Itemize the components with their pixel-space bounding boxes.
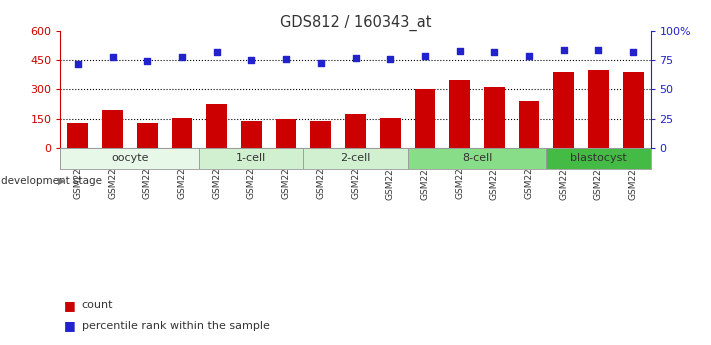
Point: [72, 61, 83, 67]
Point: [385, 56, 396, 62]
Point: [315, 60, 326, 65]
Point: [523, 53, 535, 58]
Bar: [206, 104, 227, 148]
Bar: [623, 72, 643, 148]
Text: ■: ■: [64, 319, 76, 333]
Text: 2-cell: 2-cell: [341, 154, 370, 164]
Text: oocyte: oocyte: [111, 154, 149, 164]
Bar: [449, 80, 470, 148]
Bar: [553, 72, 574, 148]
Point: [628, 49, 639, 55]
Point: [280, 56, 292, 62]
Point: [176, 54, 188, 59]
Bar: [407, 148, 547, 169]
Title: GDS812 / 160343_at: GDS812 / 160343_at: [279, 15, 432, 31]
Bar: [518, 101, 540, 148]
Text: 8-cell: 8-cell: [462, 154, 492, 164]
Bar: [68, 122, 88, 148]
Text: ■: ■: [64, 299, 76, 312]
Text: percentile rank within the sample: percentile rank within the sample: [82, 321, 269, 331]
Bar: [588, 70, 609, 148]
Point: [454, 48, 465, 54]
Point: [558, 47, 570, 52]
Point: [141, 59, 153, 64]
Bar: [311, 120, 331, 148]
Point: [107, 54, 118, 59]
Point: [488, 49, 500, 55]
Point: [246, 58, 257, 63]
Bar: [241, 120, 262, 148]
Bar: [484, 88, 505, 148]
Bar: [60, 148, 199, 169]
Point: [593, 47, 604, 52]
Bar: [304, 148, 407, 169]
Point: [419, 53, 431, 58]
Point: [350, 55, 361, 61]
Bar: [415, 89, 435, 148]
Text: ▶: ▶: [58, 176, 66, 186]
Bar: [345, 114, 366, 148]
Bar: [276, 119, 296, 148]
Text: blastocyst: blastocyst: [570, 154, 627, 164]
Text: development stage: development stage: [1, 176, 102, 186]
Bar: [380, 118, 400, 148]
Bar: [171, 118, 193, 148]
Text: count: count: [82, 300, 113, 310]
Bar: [547, 148, 651, 169]
Bar: [137, 122, 158, 148]
Bar: [102, 110, 123, 148]
Bar: [199, 148, 304, 169]
Text: 1-cell: 1-cell: [236, 154, 267, 164]
Point: [211, 49, 223, 55]
